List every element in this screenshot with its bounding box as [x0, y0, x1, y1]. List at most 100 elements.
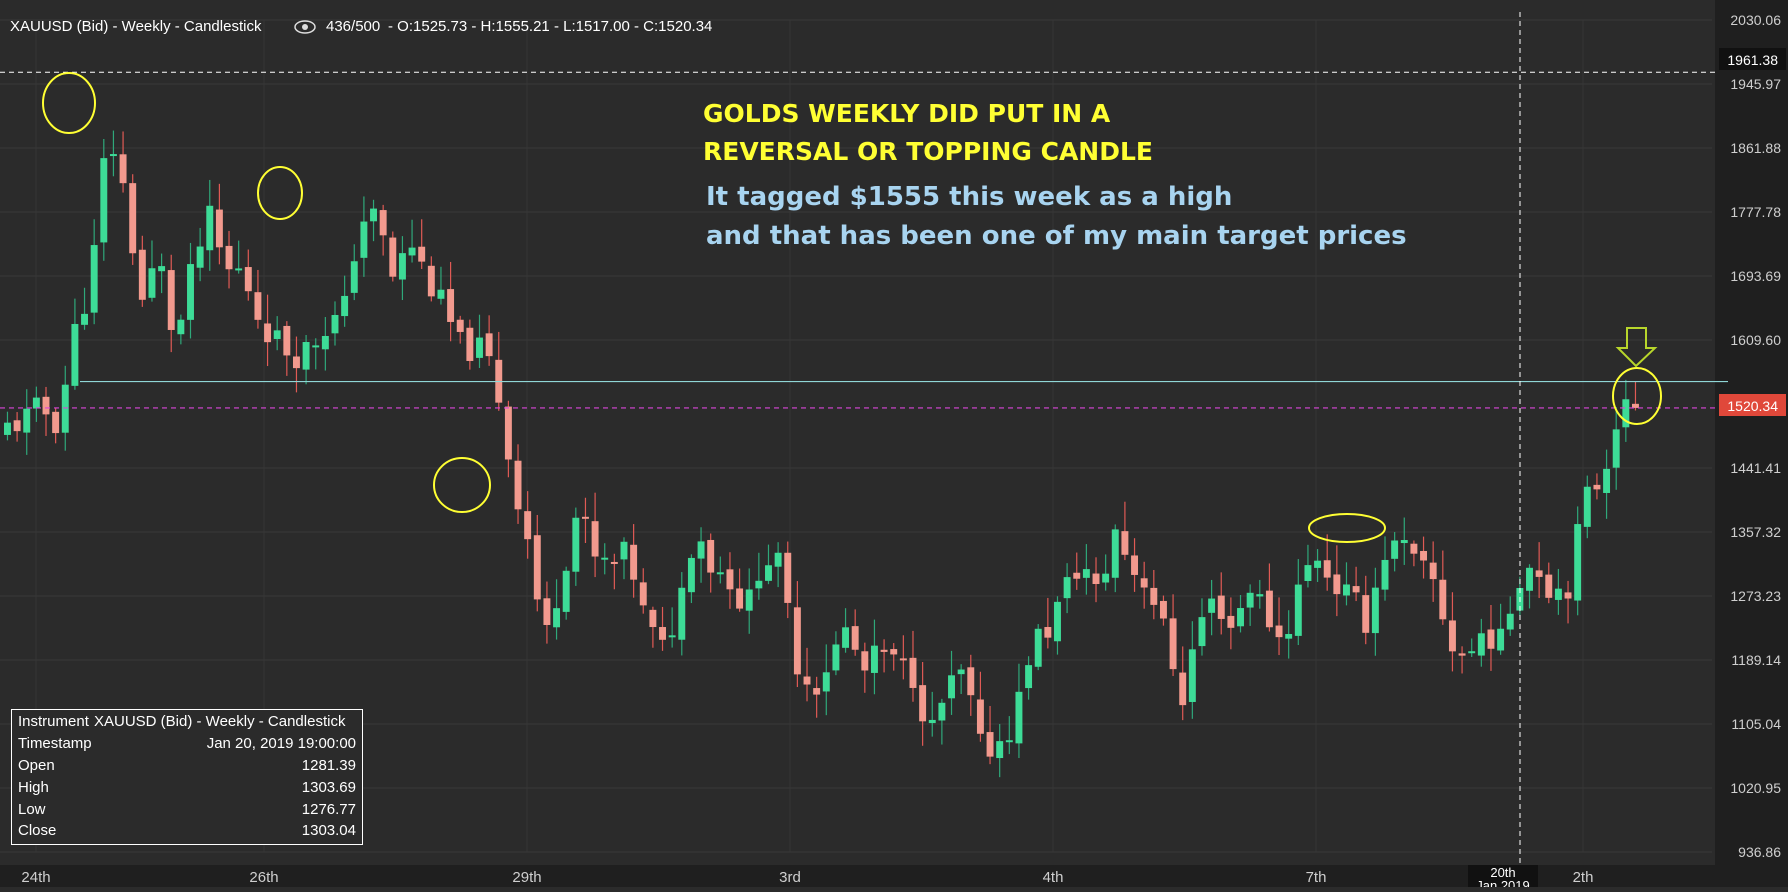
candle-up[interactable]	[745, 589, 753, 611]
candle-down[interactable]	[1487, 629, 1495, 649]
candle-up[interactable]	[938, 702, 946, 721]
candle-up[interactable]	[572, 517, 580, 572]
candle-up[interactable]	[71, 323, 79, 386]
candle-up[interactable]	[1005, 740, 1013, 743]
candle-up[interactable]	[235, 268, 243, 271]
candle-down[interactable]	[1535, 570, 1543, 577]
candle-up[interactable]	[1188, 649, 1196, 702]
candle-down[interactable]	[524, 511, 532, 540]
candle-up[interactable]	[408, 247, 416, 256]
candle-up[interactable]	[1497, 628, 1505, 651]
candle-down[interactable]	[1169, 618, 1177, 670]
candle-up[interactable]	[678, 587, 686, 640]
candle-down[interactable]	[976, 699, 984, 734]
candle-down[interactable]	[909, 657, 917, 688]
candle-down[interactable]	[283, 325, 291, 356]
candle-up[interactable]	[81, 313, 89, 325]
candle-up[interactable]	[1082, 569, 1090, 578]
candle-up[interactable]	[601, 557, 609, 560]
candle-up[interactable]	[1603, 468, 1611, 493]
candle-up[interactable]	[822, 672, 830, 692]
candle-down[interactable]	[736, 588, 744, 609]
candle-down[interactable]	[1323, 560, 1331, 578]
candle-down[interactable]	[1217, 595, 1225, 619]
candle-down[interactable]	[1227, 615, 1235, 628]
candle-up[interactable]	[1583, 486, 1591, 527]
candle-down[interactable]	[42, 396, 50, 415]
candle-down[interactable]	[1410, 543, 1418, 554]
candle-down[interactable]	[726, 569, 734, 590]
candle-up[interactable]	[1314, 560, 1322, 568]
candle-up[interactable]	[1477, 633, 1485, 656]
candle-down[interactable]	[581, 516, 589, 519]
candle-down[interactable]	[1564, 592, 1572, 599]
candle-down[interactable]	[379, 210, 387, 236]
candle-down[interactable]	[1458, 653, 1466, 656]
candle-up[interactable]	[158, 266, 166, 272]
candle-up[interactable]	[331, 314, 339, 334]
candle-down[interactable]	[292, 356, 300, 369]
candle-down[interactable]	[1265, 590, 1273, 628]
candle-down[interactable]	[591, 521, 599, 557]
candle-up[interactable]	[4, 422, 11, 435]
candle-down[interactable]	[52, 411, 60, 434]
candle-down[interactable]	[1073, 572, 1081, 579]
candle-down[interactable]	[1150, 587, 1158, 605]
candle-down[interactable]	[1179, 672, 1187, 706]
candle-up[interactable]	[1343, 584, 1350, 596]
candle-down[interactable]	[244, 267, 252, 292]
candle-down[interactable]	[707, 539, 715, 573]
candle-up[interactable]	[1400, 540, 1408, 544]
candle-down[interactable]	[649, 609, 657, 628]
candle-down[interactable]	[899, 658, 907, 661]
candle-down[interactable]	[1362, 595, 1370, 633]
candle-down[interactable]	[225, 245, 233, 270]
candle-up[interactable]	[553, 608, 561, 628]
candle-down[interactable]	[659, 627, 666, 640]
candle-down[interactable]	[504, 406, 512, 460]
candle-up[interactable]	[668, 635, 676, 638]
candle-up[interactable]	[321, 335, 329, 350]
candle-down[interactable]	[254, 292, 262, 320]
candle-up[interactable]	[273, 330, 281, 339]
candle-up[interactable]	[1381, 559, 1389, 590]
candle-down[interactable]	[610, 561, 618, 564]
candle-up[interactable]	[1208, 598, 1216, 613]
candle-up[interactable]	[1025, 665, 1033, 689]
candle-up[interactable]	[23, 408, 31, 433]
candle-up[interactable]	[1391, 540, 1399, 559]
candle-down[interactable]	[389, 237, 397, 277]
candle-down[interactable]	[1159, 600, 1167, 619]
candle-down[interactable]	[793, 607, 801, 675]
candle-up[interactable]	[61, 384, 69, 433]
candle-down[interactable]	[1420, 550, 1428, 561]
candle-down[interactable]	[447, 289, 455, 322]
candle-up[interactable]	[148, 268, 156, 298]
candle-up[interactable]	[350, 261, 358, 293]
candle-up[interactable]	[100, 158, 108, 243]
candle-down[interactable]	[1131, 555, 1139, 575]
candle-up[interactable]	[1526, 567, 1533, 591]
candle-up[interactable]	[1034, 628, 1042, 667]
candle-down[interactable]	[813, 688, 821, 695]
candle-down[interactable]	[533, 535, 541, 600]
candle-down[interactable]	[1140, 578, 1148, 588]
candle-down[interactable]	[466, 327, 474, 361]
candle-up[interactable]	[476, 337, 483, 358]
candle-up[interactable]	[437, 289, 445, 299]
candle-up[interactable]	[1054, 601, 1061, 642]
candle-down[interactable]	[1352, 586, 1360, 593]
candle-down[interactable]	[1439, 579, 1447, 620]
candle-down[interactable]	[485, 333, 493, 357]
candle-down[interactable]	[1121, 531, 1129, 555]
candle-up[interactable]	[1256, 594, 1264, 597]
candle-down[interactable]	[803, 676, 811, 685]
candle-up[interactable]	[870, 645, 878, 673]
candle-up[interactable]	[302, 342, 310, 370]
candle-up[interactable]	[948, 675, 955, 699]
candle-up[interactable]	[398, 253, 406, 280]
candle-down[interactable]	[851, 626, 859, 650]
candle-down[interactable]	[543, 598, 551, 625]
candle-up[interactable]	[90, 245, 98, 313]
